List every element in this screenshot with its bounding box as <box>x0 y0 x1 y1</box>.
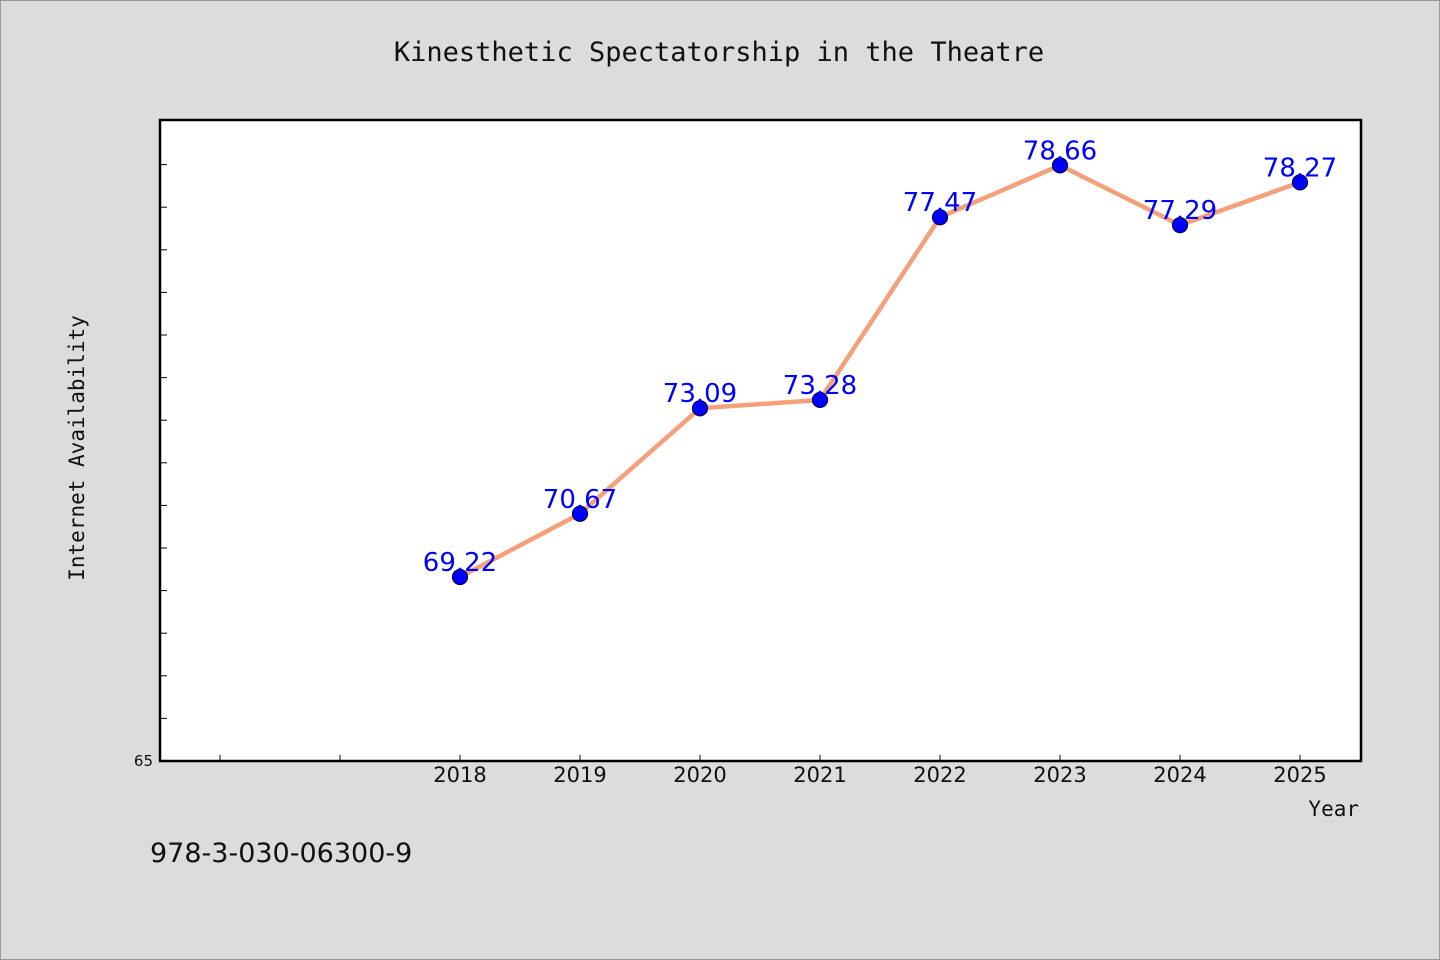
data-label: 78.27 <box>1263 153 1337 183</box>
data-labels: 69.22 70.67 73.09 73.28 77.47 78.66 77.29 78.27 <box>423 136 1337 578</box>
x-tick-label: 2018 <box>433 763 486 787</box>
series-markers <box>451 157 1309 586</box>
x-tick-label: 2022 <box>913 763 966 787</box>
series-line <box>458 163 1301 579</box>
isbn-footer: 978-3-030-06300-9 <box>150 838 412 869</box>
x-tick-label: 2021 <box>793 763 846 787</box>
data-label: 77.47 <box>903 188 977 218</box>
y-axis-ticks <box>160 164 167 719</box>
plot-area <box>158 118 1363 763</box>
data-label: 77.29 <box>1143 196 1217 226</box>
chart-title: Kinesthetic Spectatorship in the Theatre <box>394 37 1044 68</box>
x-tick-label: 2019 <box>553 763 606 787</box>
data-point <box>931 209 949 226</box>
y-tick-label: 65 <box>134 752 153 770</box>
x-axis-ticks: 2018 2019 2020 2021 2022 2023 2024 2025 <box>219 755 1327 787</box>
data-point <box>1051 157 1069 174</box>
data-point <box>571 505 589 522</box>
x-tick-label: 2024 <box>1153 763 1206 787</box>
data-point <box>691 400 709 417</box>
data-point <box>811 391 829 409</box>
x-tick-label: 2020 <box>673 763 726 787</box>
data-point <box>1171 216 1189 234</box>
data-label: 70.67 <box>543 485 617 515</box>
data-point <box>1291 174 1309 191</box>
data-label: 78.66 <box>1023 136 1097 166</box>
data-label: 73.28 <box>783 371 857 401</box>
x-axis-label: Year <box>1308 797 1359 821</box>
y-axis-label: Internet Availability <box>65 315 89 581</box>
data-label: 69.22 <box>423 548 497 578</box>
x-tick-label: 2025 <box>1273 763 1326 787</box>
data-point <box>451 568 469 586</box>
data-label: 73.09 <box>663 379 737 409</box>
x-tick-label: 2023 <box>1033 763 1086 787</box>
